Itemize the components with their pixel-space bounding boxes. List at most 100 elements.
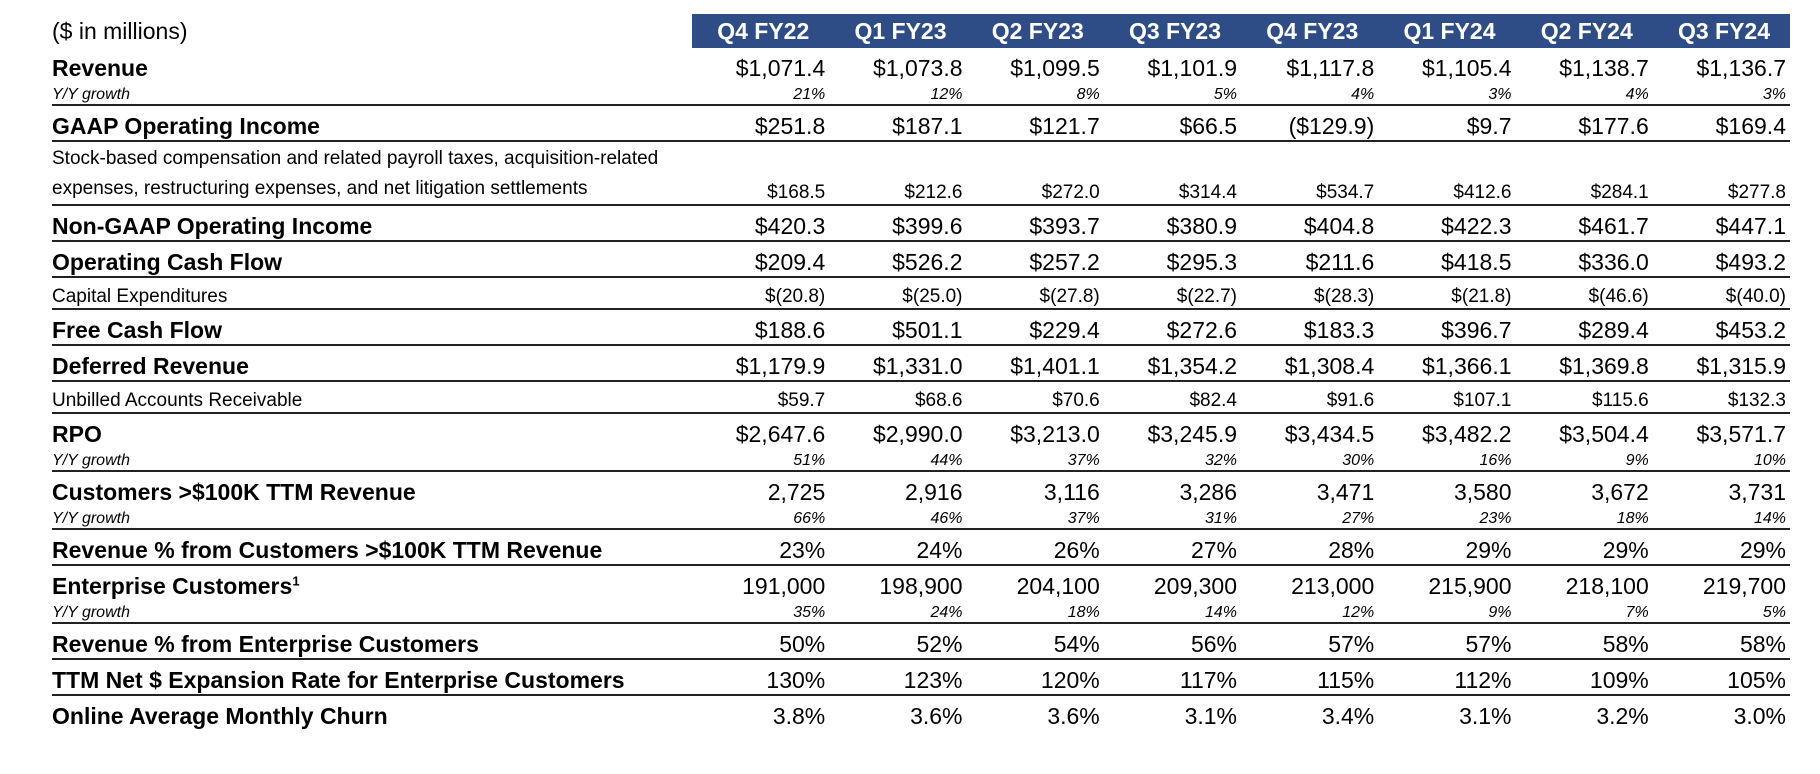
- value-cell: $1,331.0: [829, 345, 967, 382]
- value-cell: 57%: [1241, 623, 1379, 660]
- value-cell: $251.8: [692, 105, 830, 142]
- value-cell: $534.7: [1241, 141, 1379, 206]
- value-cell: $412.6: [1378, 141, 1516, 206]
- value-cell: 29%: [1378, 529, 1516, 566]
- row-label-text: Stock-based compensation and related pay…: [52, 148, 659, 199]
- value-cell: 4%: [1241, 82, 1379, 106]
- value-cell: 3.2%: [1596, 703, 1649, 729]
- value-cell: $399.6: [829, 205, 967, 242]
- value-cell: $1,136.7: [1696, 55, 1786, 81]
- value-cell: 3,580: [1453, 479, 1512, 505]
- footnote-marker: 1: [292, 573, 300, 589]
- value-cell: $3,482.2: [1421, 421, 1512, 447]
- value-cell: $380.9: [1103, 205, 1241, 242]
- growth-label: Y/Y growth: [52, 600, 692, 624]
- metric-label: RPO: [52, 413, 692, 448]
- value-cell: 56%: [1103, 623, 1241, 660]
- row-label-text: Enterprise Customers: [52, 573, 293, 599]
- value-cell: $70.6: [966, 381, 1104, 414]
- value-cell: 112%: [1378, 659, 1516, 696]
- metric-row: Online Average Monthly Churn 3.8% 3.6% 3.6%…: [52, 695, 1790, 730]
- value-cell: $422.3: [1378, 205, 1516, 242]
- metric-row: Unbilled Accounts Receivable $59.7 $68.6 $7…: [52, 381, 1790, 414]
- value-cell: $447.1: [1652, 205, 1790, 242]
- row-label-text: Y/Y growth: [52, 452, 130, 469]
- metric-row: Non-GAAP Operating Income $420.3 $399.6 $39…: [52, 205, 1790, 242]
- row-label-text: Y/Y growth: [52, 86, 130, 103]
- value-cell: $1,369.8: [1515, 345, 1653, 382]
- row-label-text: Online Average Monthly Churn: [52, 703, 388, 729]
- value-cell: 117%: [1103, 659, 1241, 696]
- value-cell: $461.7: [1515, 205, 1653, 242]
- value-cell: 21%: [692, 82, 830, 106]
- value-cell: $284.1: [1515, 141, 1653, 206]
- value-cell: 204,100: [1016, 573, 1100, 599]
- value-cell: 115%: [1241, 659, 1379, 696]
- growth-row: Y/Y growth 51% 44% 37% 32% 30% 16% 9% 10%: [52, 448, 1790, 472]
- metric-label: Enterprise Customers1: [52, 565, 692, 600]
- value-cell: 7%: [1515, 600, 1653, 624]
- row-label-text: Revenue % from Enterprise Customers: [52, 631, 479, 657]
- metric-row: Enterprise Customers1 191,000 198,900 204,1…: [52, 565, 1790, 600]
- quarter-header: Q3 FY24: [1652, 14, 1790, 48]
- growth-label: Y/Y growth: [52, 82, 692, 106]
- value-cell: 3%: [1378, 82, 1516, 106]
- value-cell: 3.6%: [910, 703, 963, 729]
- row-label-text: Operating Cash Flow: [52, 249, 283, 275]
- value-cell: 66%: [692, 506, 830, 530]
- value-cell: 14%: [1103, 600, 1241, 624]
- value-cell: 51%: [692, 448, 830, 472]
- metric-row: Stock-based compensation and related pay…: [52, 141, 1790, 206]
- value-cell: $211.6: [1241, 241, 1379, 278]
- value-cell: 29%: [1515, 529, 1653, 566]
- metric-label: Capital Expenditures: [52, 277, 692, 310]
- value-cell: $(20.8): [692, 277, 830, 310]
- value-cell: $1,101.9: [1147, 55, 1237, 81]
- value-cell: 3.1%: [1184, 703, 1237, 729]
- value-cell: 12%: [1241, 600, 1379, 624]
- value-cell: 16%: [1378, 448, 1516, 472]
- row-label-text: Capital Expenditures: [52, 286, 228, 307]
- value-cell: $169.4: [1652, 105, 1790, 142]
- value-cell: $168.5: [692, 141, 830, 206]
- value-cell: 123%: [829, 659, 967, 696]
- value-cell: 3,471: [1316, 479, 1375, 505]
- value-cell: 32%: [1103, 448, 1241, 472]
- value-cell: 9%: [1378, 600, 1516, 624]
- value-cell: 9%: [1515, 448, 1653, 472]
- metric-row: Revenue % from Enterprise Customers 50% 52…: [52, 623, 1790, 660]
- value-cell: $1,179.9: [692, 345, 830, 382]
- growth-label: Y/Y growth: [52, 448, 692, 472]
- value-cell: $2,647.6: [735, 421, 826, 447]
- value-cell: $277.8: [1652, 141, 1790, 206]
- value-cell: $3,245.9: [1147, 421, 1237, 447]
- value-cell: $115.6: [1515, 381, 1653, 414]
- metric-row: Capital Expenditures $(20.8) $(25.0) $(27.8…: [52, 277, 1790, 310]
- value-cell: 10%: [1652, 448, 1790, 472]
- metric-label: Non-GAAP Operating Income: [52, 205, 692, 242]
- value-cell: 50%: [692, 623, 830, 660]
- growth-row: Y/Y growth 66% 46% 37% 31% 27% 23% 18% 14%: [52, 506, 1790, 530]
- metric-row: RPO $2,647.6 $2,990.0 $3,213.0 $3,245.9 $3,43…: [52, 413, 1790, 448]
- value-cell: 3.0%: [1733, 703, 1786, 729]
- financial-metrics-table: ($ in millions) Q4 FY22 Q1 FY23 Q2 FY23 …: [52, 14, 1790, 730]
- value-cell: $1,117.8: [1286, 55, 1375, 81]
- value-cell: 4%: [1515, 82, 1653, 106]
- value-cell: 23%: [1378, 506, 1516, 530]
- value-cell: $212.6: [829, 141, 967, 206]
- growth-row: Y/Y growth 35% 24% 18% 14% 12% 9% 7% 5%: [52, 600, 1790, 624]
- row-label-text: TTM Net $ Expansion Rate for Enterprise …: [52, 667, 625, 693]
- value-cell: $1,138.7: [1559, 55, 1649, 81]
- metric-row: Deferred Revenue $1,179.9 $1,331.0 $1,401.1…: [52, 345, 1790, 382]
- value-cell: $453.2: [1652, 309, 1790, 346]
- value-cell: 3,731: [1728, 479, 1786, 505]
- value-cell: 109%: [1515, 659, 1653, 696]
- value-cell: $229.4: [966, 309, 1104, 346]
- growth-label: Y/Y growth: [52, 506, 692, 530]
- value-cell: 2,725: [767, 479, 826, 505]
- value-cell: $107.1: [1378, 381, 1516, 414]
- metric-label: Revenue % from Customers >$100K TTM Reve…: [52, 529, 692, 566]
- value-cell: ($129.9): [1241, 105, 1379, 142]
- value-cell: 3,286: [1179, 479, 1237, 505]
- units-label: ($ in millions): [52, 14, 692, 48]
